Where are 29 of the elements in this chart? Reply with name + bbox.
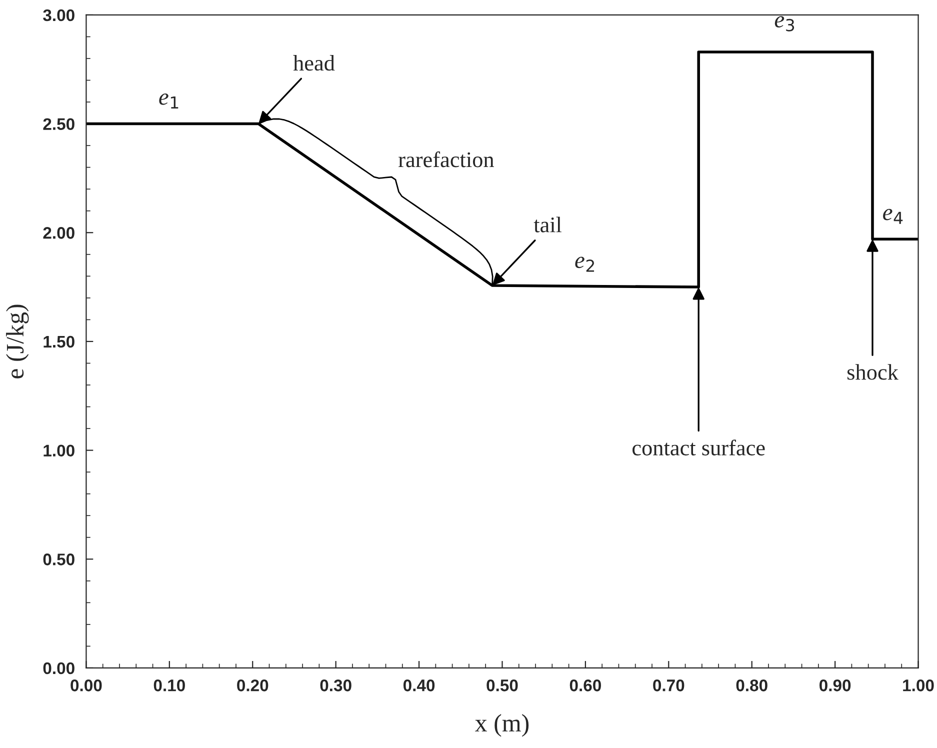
y-tick-label: 0.50 [43, 554, 74, 566]
annotation: e$_{1}$ [159, 94, 178, 109]
x-tick-label: 0.80 [736, 680, 768, 692]
y-tick-label: 2.00 [43, 227, 74, 239]
annotation: rarefaction [398, 151, 494, 168]
y-tick-label: 1.50 [44, 336, 74, 348]
y-tick-label: 3.00 [43, 9, 74, 22]
annotation: contact surface [632, 440, 765, 456]
annotation: shock [847, 364, 898, 380]
y-axis-title: e (J/kg) [6, 304, 29, 378]
y-tick-label: 2.50 [43, 118, 74, 130]
x-tick-label: 0.50 [486, 680, 518, 692]
annotation: e$_{4}$ [883, 208, 903, 224]
x-tick-label: 0.40 [403, 680, 435, 692]
annotation: tail [534, 216, 562, 232]
x-tick-label: 0.10 [154, 680, 185, 692]
y-tick-label: 0.00 [43, 662, 74, 674]
annotation: e$_{3}$ [774, 16, 794, 32]
x-tick-label: 0.30 [320, 680, 352, 692]
annotation: head [293, 55, 335, 71]
x-tick-label: 0.70 [653, 680, 684, 692]
x-tick-label: 1.00 [903, 680, 934, 692]
x-axis-title: x (m) [475, 714, 529, 737]
annotation: e$_{2}$ [575, 256, 594, 272]
x-tick-label: 0.90 [819, 680, 851, 692]
x-tick-label: 0.20 [237, 680, 268, 692]
x-tick-label: 0.60 [570, 680, 601, 692]
y-tick-label: 1.00 [44, 444, 74, 456]
x-tick-label: 0.00 [70, 680, 102, 692]
